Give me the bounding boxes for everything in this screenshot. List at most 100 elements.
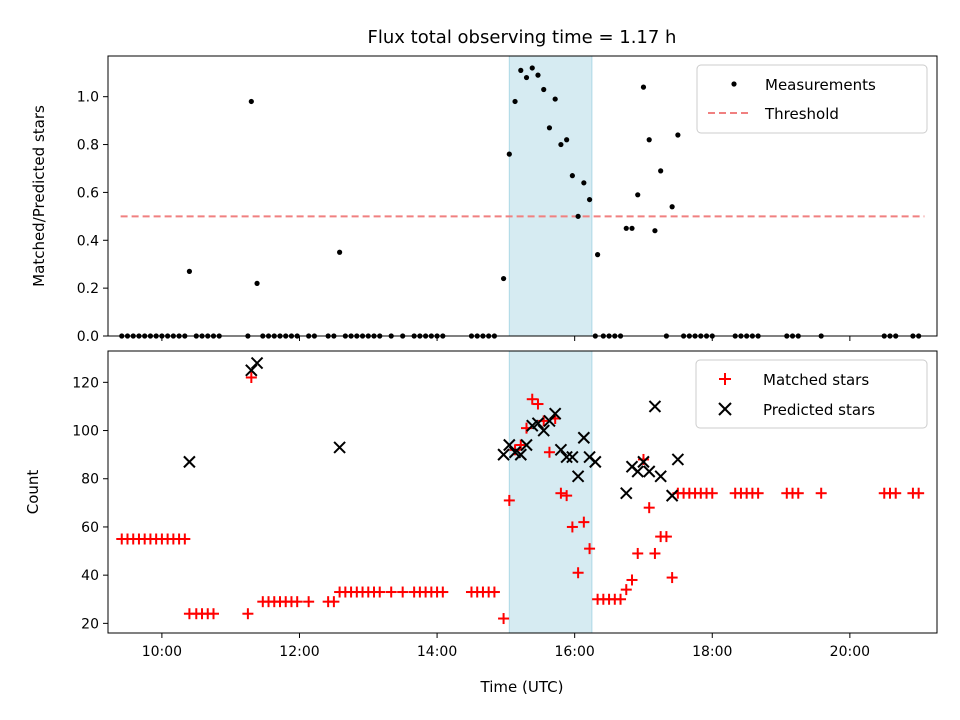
y-tick-label: 80 <box>81 472 99 488</box>
predicted-star-point <box>250 356 264 370</box>
matched-star-point <box>498 613 510 625</box>
measurement-point <box>558 141 564 148</box>
matched-star-point <box>555 487 567 499</box>
legend-threshold-label: Threshold <box>764 105 839 123</box>
legend-measurements-label: Measurements <box>765 76 876 94</box>
matched-star-point <box>374 586 386 598</box>
legend-predicted-label: Predicted stars <box>763 401 875 419</box>
top-legend: Measurements Threshold <box>696 64 928 134</box>
predicted-star-point <box>560 450 573 464</box>
matched-star-point <box>637 453 649 465</box>
measurement-point <box>337 249 343 255</box>
measurement-point <box>552 96 558 102</box>
matched-star-point <box>752 487 764 499</box>
matched-stars-points <box>116 372 925 625</box>
x-tick-label: 20:00 <box>830 644 870 660</box>
highlight-span <box>508 55 593 337</box>
matched-star-point <box>515 439 527 451</box>
measurement-point <box>581 180 587 186</box>
measurement-point <box>640 84 647 90</box>
predicted-star-point <box>548 407 562 420</box>
predicted-star-point <box>333 441 346 454</box>
y-tick-label: 0.0 <box>77 329 99 345</box>
predicted-star-point <box>537 424 550 437</box>
y-tick-label: 120 <box>72 375 99 391</box>
matched-star-point <box>572 567 584 579</box>
bottom-x-ticks: 10:00 12:00 14:00 16:00 18:00 20:00 <box>142 633 870 660</box>
measurement-point <box>629 225 635 231</box>
measurement-point <box>635 192 641 198</box>
top-x-ticks <box>161 336 851 341</box>
matched-star-point <box>890 487 902 499</box>
chart-title: Flux total observing time = 1.17 h <box>368 27 677 48</box>
x-tick-label: 12:00 <box>279 644 319 660</box>
predicted-star-point <box>245 364 258 377</box>
y-tick-label: 100 <box>72 424 99 440</box>
predicted-star-point <box>543 414 556 428</box>
top-y-ticks: 0.0 0.2 0.4 0.6 0.8 1.0 <box>77 90 108 345</box>
predicted-star-point <box>503 438 516 452</box>
matched-star-point <box>488 586 500 598</box>
matched-star-point <box>643 502 655 514</box>
top-y-axis-label: Matched/Predicted stars <box>30 105 48 287</box>
measurement-point <box>506 151 512 157</box>
y-tick-label: 0.4 <box>77 233 99 249</box>
matched-star-point <box>179 533 191 545</box>
matched-star-point <box>303 596 315 608</box>
predicted-star-point <box>520 438 533 452</box>
predicted-star-point <box>620 486 633 500</box>
matched-star-point <box>437 586 449 598</box>
matched-star-point <box>660 531 672 543</box>
matched-star-point <box>649 547 661 559</box>
predicted-star-point <box>566 450 579 464</box>
matched-star-point <box>632 547 644 559</box>
y-tick-label: 0.8 <box>77 138 99 154</box>
bottom-legend: Matched stars Predicted stars <box>695 359 928 429</box>
predicted-star-point <box>514 448 527 461</box>
matched-star-point <box>706 487 718 499</box>
legend-matched-marker <box>719 373 731 385</box>
matched-star-point <box>792 487 804 499</box>
matched-star-point <box>626 574 638 586</box>
y-tick-label: 1.0 <box>77 90 99 106</box>
measurement-point <box>595 252 601 258</box>
matched-star-point <box>620 584 632 596</box>
matched-star-point <box>543 446 555 458</box>
matched-star-point <box>584 543 596 555</box>
predicted-star-point <box>571 470 585 483</box>
matched-star-point <box>578 516 590 528</box>
measurement-point <box>623 225 629 231</box>
measurement-point <box>529 65 535 71</box>
measurement-point <box>675 132 681 138</box>
measurement-point <box>586 196 593 203</box>
matched-star-point <box>526 393 538 405</box>
matched-star-point <box>385 586 397 598</box>
predicted-star-point <box>642 465 656 478</box>
matched-star-point <box>291 596 303 608</box>
bottom-y-ticks: 20 40 60 80 100 120 <box>72 375 108 632</box>
measurement-point <box>575 213 581 219</box>
measurement-point <box>658 168 664 174</box>
measurement-point <box>523 74 530 81</box>
bottom-legend-box <box>695 359 928 429</box>
y-tick-label: 40 <box>81 568 99 584</box>
bottom-panel: 20 40 60 80 100 120 10:00 12:00 14:00 16:00 18:00… <box>24 350 938 696</box>
y-tick-label: 20 <box>81 616 99 632</box>
matched-star-point <box>566 521 578 533</box>
predicted-star-point <box>648 400 662 413</box>
matched-star-point <box>245 372 257 384</box>
matched-star-point <box>397 586 409 598</box>
predicted-star-point <box>183 455 196 469</box>
legend-measurements-marker <box>731 81 737 87</box>
predicted-star-point <box>589 455 602 469</box>
predicted-star-point <box>654 470 667 483</box>
matched-star-point <box>503 494 515 506</box>
measurement-point <box>541 86 547 93</box>
measurement-point <box>646 137 652 143</box>
matched-star-point <box>207 608 219 620</box>
predicted-star-point <box>554 443 568 457</box>
measurement-point <box>248 98 254 105</box>
matched-star-point <box>615 593 627 605</box>
measurement-point <box>669 204 675 210</box>
